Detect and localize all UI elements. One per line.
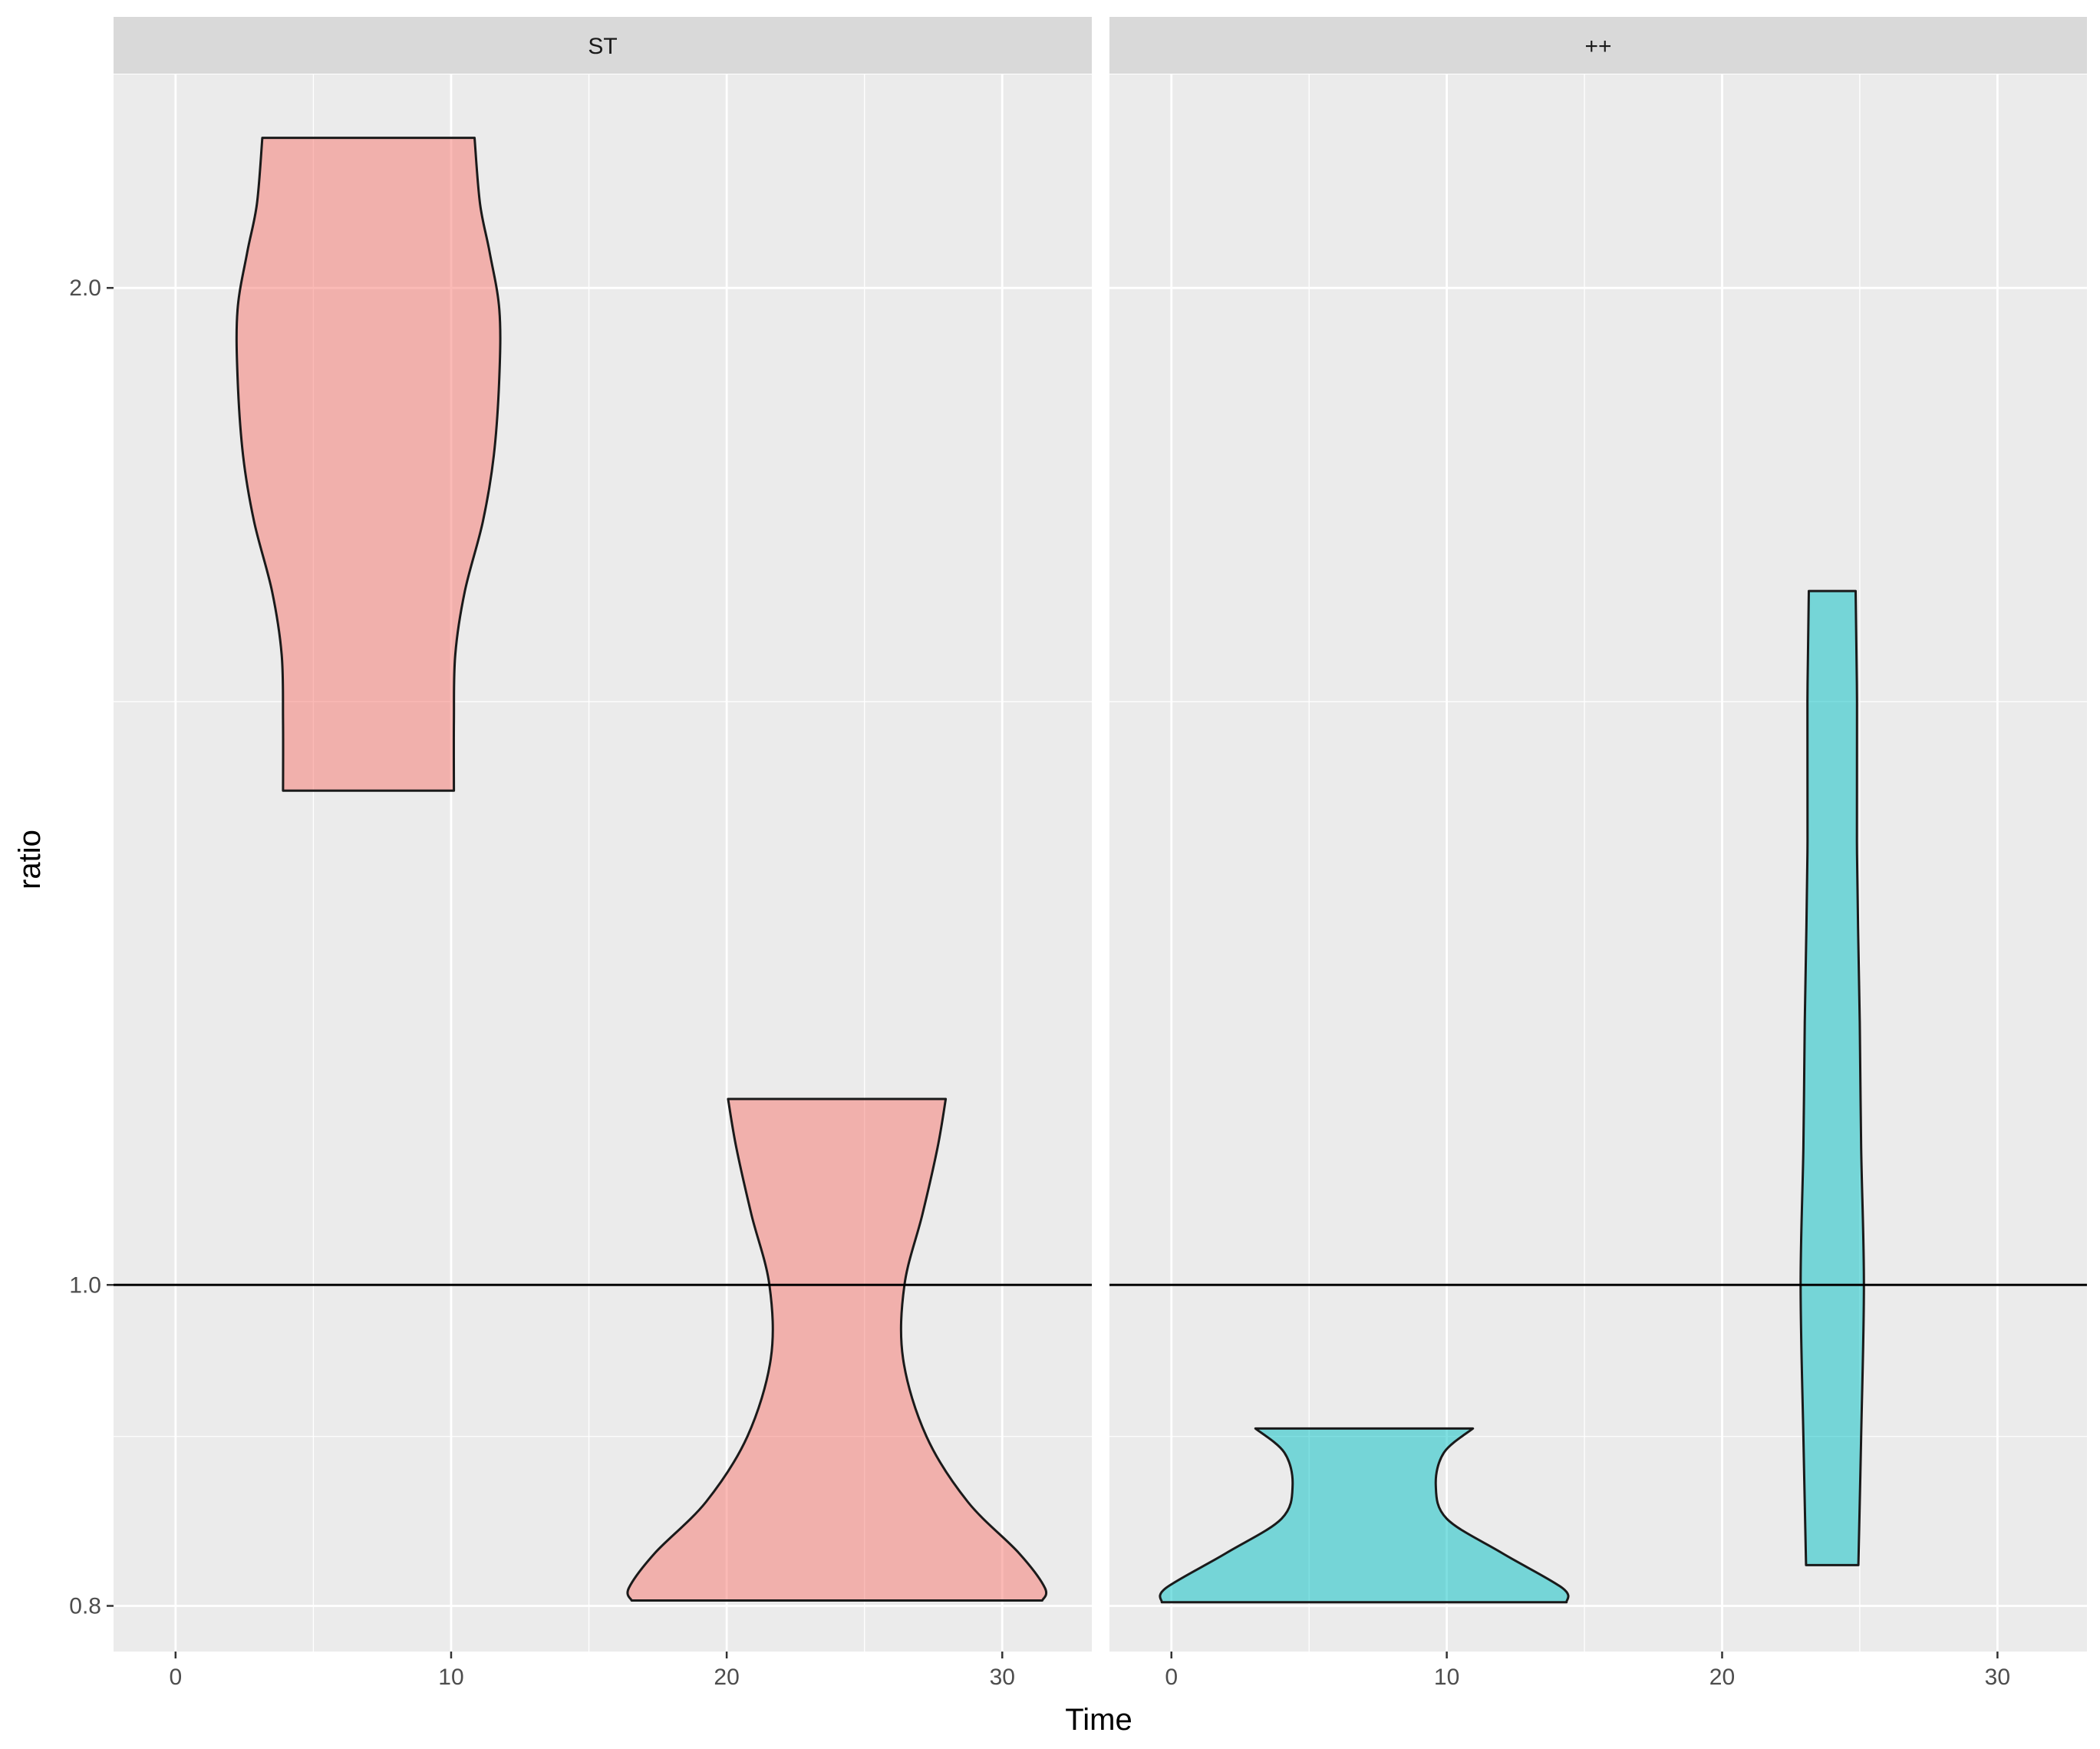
x-tick-label: 20 xyxy=(714,1665,739,1690)
panel-st: ST 0 10 20 30 xyxy=(114,17,1092,1690)
panel-background xyxy=(1109,74,2087,1652)
x-tick-label: 0 xyxy=(1165,1665,1178,1690)
x-tick-label: 30 xyxy=(990,1665,1015,1690)
y-tick-label: 2.0 xyxy=(69,276,101,301)
panel-plusplus: ++ 0 10 20 30 xyxy=(1109,17,2087,1690)
y-tick-label: 0.8 xyxy=(69,1593,101,1619)
x-tick-label: 10 xyxy=(1434,1665,1459,1690)
x-tick-label: 0 xyxy=(169,1665,182,1690)
y-axis-title: ratio xyxy=(13,830,47,889)
x-axis-title: Time xyxy=(1065,1703,1132,1737)
strip-label: ++ xyxy=(1584,34,1611,59)
y-tick-label: 1.0 xyxy=(69,1272,101,1298)
x-tick-label: 10 xyxy=(438,1665,463,1690)
violin-early xyxy=(1159,1427,1570,1604)
violin-late xyxy=(1799,589,1865,1566)
violin-early xyxy=(235,137,502,792)
strip-background xyxy=(114,17,1092,74)
strip-background xyxy=(1109,17,2087,74)
x-tick-label: 20 xyxy=(1709,1665,1735,1690)
violin-late xyxy=(626,1097,1048,1602)
x-tick-label: 30 xyxy=(1985,1665,2010,1690)
strip-label: ST xyxy=(588,34,617,59)
y-axis: 0.8 1.0 2.0 xyxy=(69,276,114,1619)
